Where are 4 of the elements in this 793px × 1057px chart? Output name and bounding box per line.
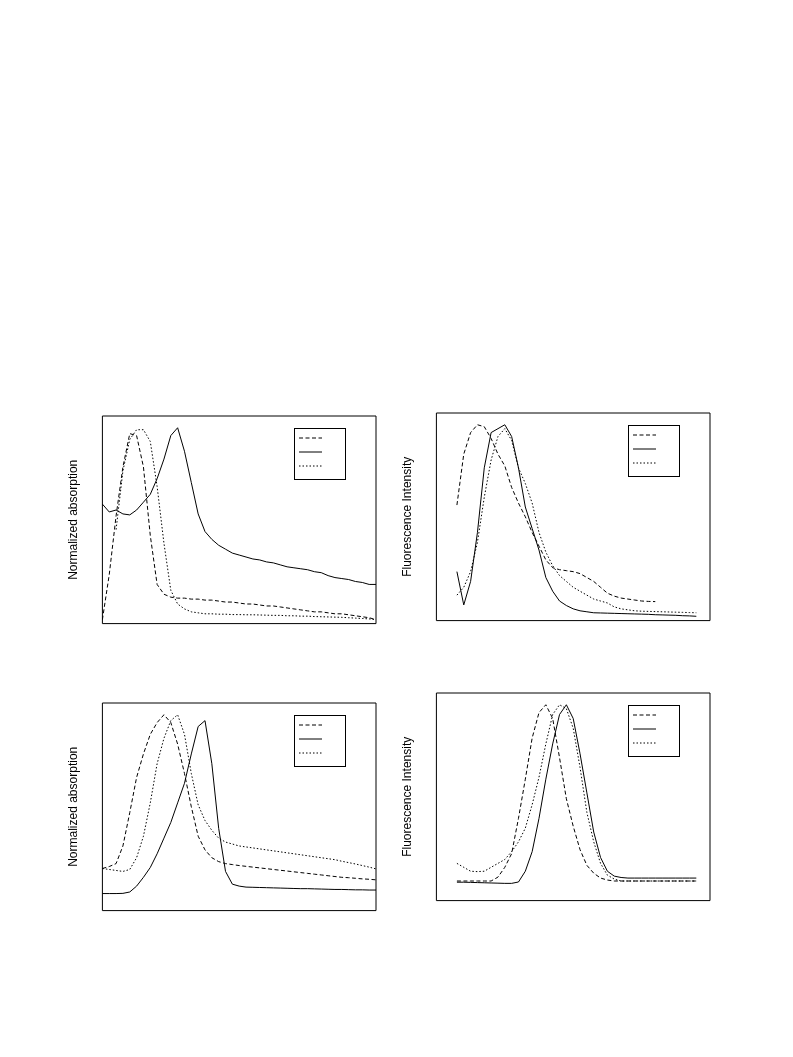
y-axis-title: Normalized absorption xyxy=(65,746,80,867)
y-axis-title: Fluorescence Intensity xyxy=(399,456,414,577)
y-axis-title: Normalized absorption xyxy=(65,459,80,580)
y-axis-title: Fluorescence Intensity xyxy=(399,736,414,857)
